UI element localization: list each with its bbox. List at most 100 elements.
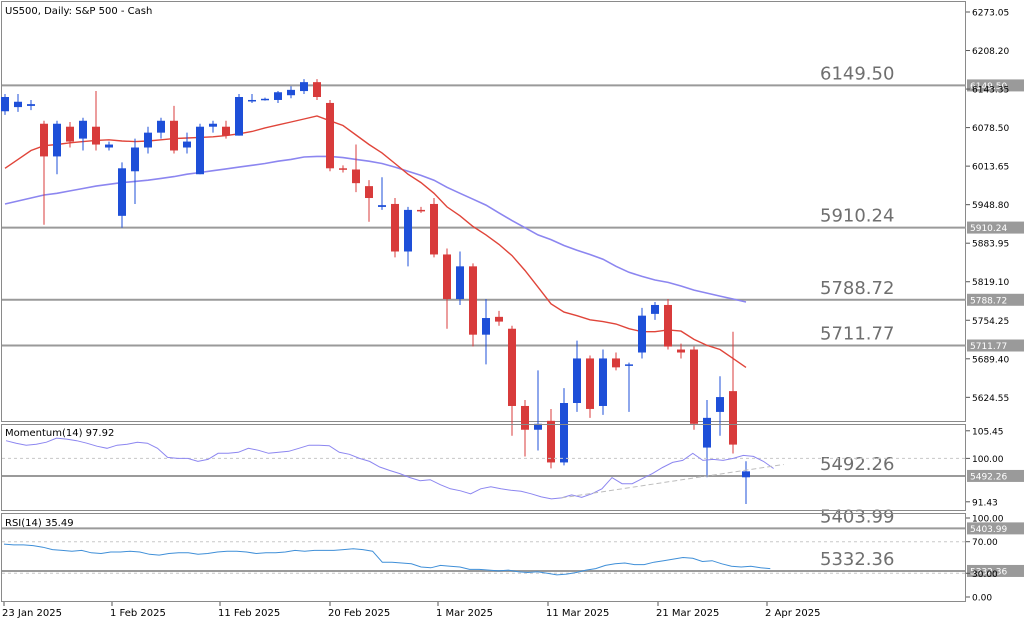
price-tick-label: 6143.35 [972, 86, 1009, 96]
ma-fast-line [4, 115, 747, 368]
candle-body [651, 304, 659, 314]
level-price-tag [967, 293, 1024, 306]
time-tick-label: 1 Feb 2025 [110, 608, 166, 619]
candle-body [105, 144, 113, 148]
candle-body [131, 147, 139, 172]
candle-body [222, 126, 230, 136]
level-price-tag-label: 5332.36 [970, 567, 1007, 577]
time-tick-label: 1 Mar 2025 [436, 608, 493, 619]
horizontal-levels: 6149.50 6149.50 5910.24 5910.24 5788.72 5788.… [2, 63, 1024, 577]
price-tick-label: 5883.95 [972, 240, 1009, 250]
candle-body [521, 405, 529, 430]
candle-body [703, 417, 711, 448]
candle-body [547, 420, 555, 463]
candle-body [248, 99, 256, 102]
level-price-tag [967, 522, 1024, 535]
momentum-tick-label: 100.00 [972, 455, 1004, 465]
time-tick-label: 23 Jan 2025 [2, 608, 62, 619]
candle-body [183, 141, 191, 148]
candle-body [456, 266, 464, 300]
price-tick-label: 6078.50 [972, 124, 1009, 134]
price-tick-label: 6273.05 [972, 9, 1009, 19]
momentum-panel-frame [1, 424, 966, 511]
level-label: 5711.77 [820, 324, 894, 345]
level-label: 5332.36 [820, 549, 894, 570]
candle-body [170, 120, 178, 151]
candle-body [300, 82, 308, 92]
candle-body [235, 96, 243, 136]
level-price-tag-label: 5403.99 [970, 525, 1007, 535]
price-panel-frame [1, 1, 966, 422]
candle-body [690, 349, 698, 424]
candle-body [534, 423, 542, 430]
time-axis: 23 Jan 2025 1 Feb 2025 11 Feb 2025 20 Feb 2… [2, 602, 820, 619]
level-price-tag [967, 79, 1024, 92]
level-price-tag [967, 221, 1024, 234]
candles [1, 79, 750, 505]
price-tick-label: 5754.25 [972, 317, 1009, 327]
level-price-tag-label: 6149.50 [970, 82, 1007, 92]
level-price-tag [967, 564, 1024, 577]
time-tick-label: 2 Apr 2025 [765, 608, 820, 619]
price-tick-label: 5948.80 [972, 201, 1009, 211]
candle-body [586, 358, 594, 409]
candle-body [430, 203, 438, 255]
candle-body [274, 92, 282, 100]
candle-body [287, 89, 295, 96]
candle-body [391, 203, 399, 252]
level-label: 6149.50 [820, 63, 894, 84]
moving-averages [4, 115, 747, 368]
candle-body [53, 123, 61, 157]
level-price-tag [967, 469, 1024, 482]
rsi-tick-label: 70.00 [972, 538, 998, 548]
level-label: 5403.99 [820, 506, 894, 527]
candle-body [196, 126, 204, 175]
level-price-tag-label: 5910.24 [970, 224, 1007, 234]
candle-body [261, 98, 269, 101]
candle-body [677, 349, 685, 353]
rsi-line [3, 543, 771, 576]
candle-body [417, 209, 425, 212]
candle-body [118, 168, 126, 216]
level-price-tag [967, 339, 1024, 352]
price-tick-label: 6208.20 [972, 47, 1009, 57]
candle-body [495, 316, 503, 322]
candle-body [339, 168, 347, 170]
candle-body [716, 397, 724, 412]
candle-body [742, 471, 750, 478]
rsi-label: RSI(14) 35.49 [5, 518, 74, 529]
level-label: 5788.72 [820, 278, 894, 299]
price-tick-label: 5819.10 [972, 278, 1009, 288]
candle-body [14, 101, 22, 108]
price-tick-label: 6013.65 [972, 163, 1009, 173]
candle-body [157, 120, 165, 133]
candle-body [625, 364, 633, 366]
candle-body [508, 328, 516, 406]
momentum-tick-label: 105.45 [972, 427, 1004, 437]
rsi-tick-label: 100.00 [972, 515, 1004, 525]
level-price-tag-label: 5788.72 [970, 296, 1007, 306]
time-tick-label: 11 Mar 2025 [546, 608, 609, 619]
rsi-panel-frame [1, 513, 966, 602]
candle-body [664, 304, 672, 347]
momentum-tick-label: 91.43 [972, 498, 998, 508]
candle-body [729, 391, 737, 445]
chart-title: US500, Daily: S&P 500 - Cash [5, 6, 152, 17]
time-tick-label: 21 Mar 2025 [656, 608, 719, 619]
candle-body [352, 169, 360, 184]
candle-body [482, 318, 490, 335]
candle-body [365, 186, 373, 199]
momentum-indicator: 105.45 100.00 91.43 [2, 427, 1004, 508]
candle-body [573, 358, 581, 404]
level-price-tag-label: 5711.77 [970, 342, 1007, 352]
candle-body [404, 209, 412, 252]
candle-body [469, 266, 477, 335]
momentum-line [5, 437, 774, 500]
candle-body [40, 123, 48, 157]
candle-body [27, 104, 35, 106]
candle-body [209, 123, 217, 127]
price-axis: 6273.05 6208.20 6143.35 6078.50 6013.65 5948.… [966, 9, 1009, 404]
